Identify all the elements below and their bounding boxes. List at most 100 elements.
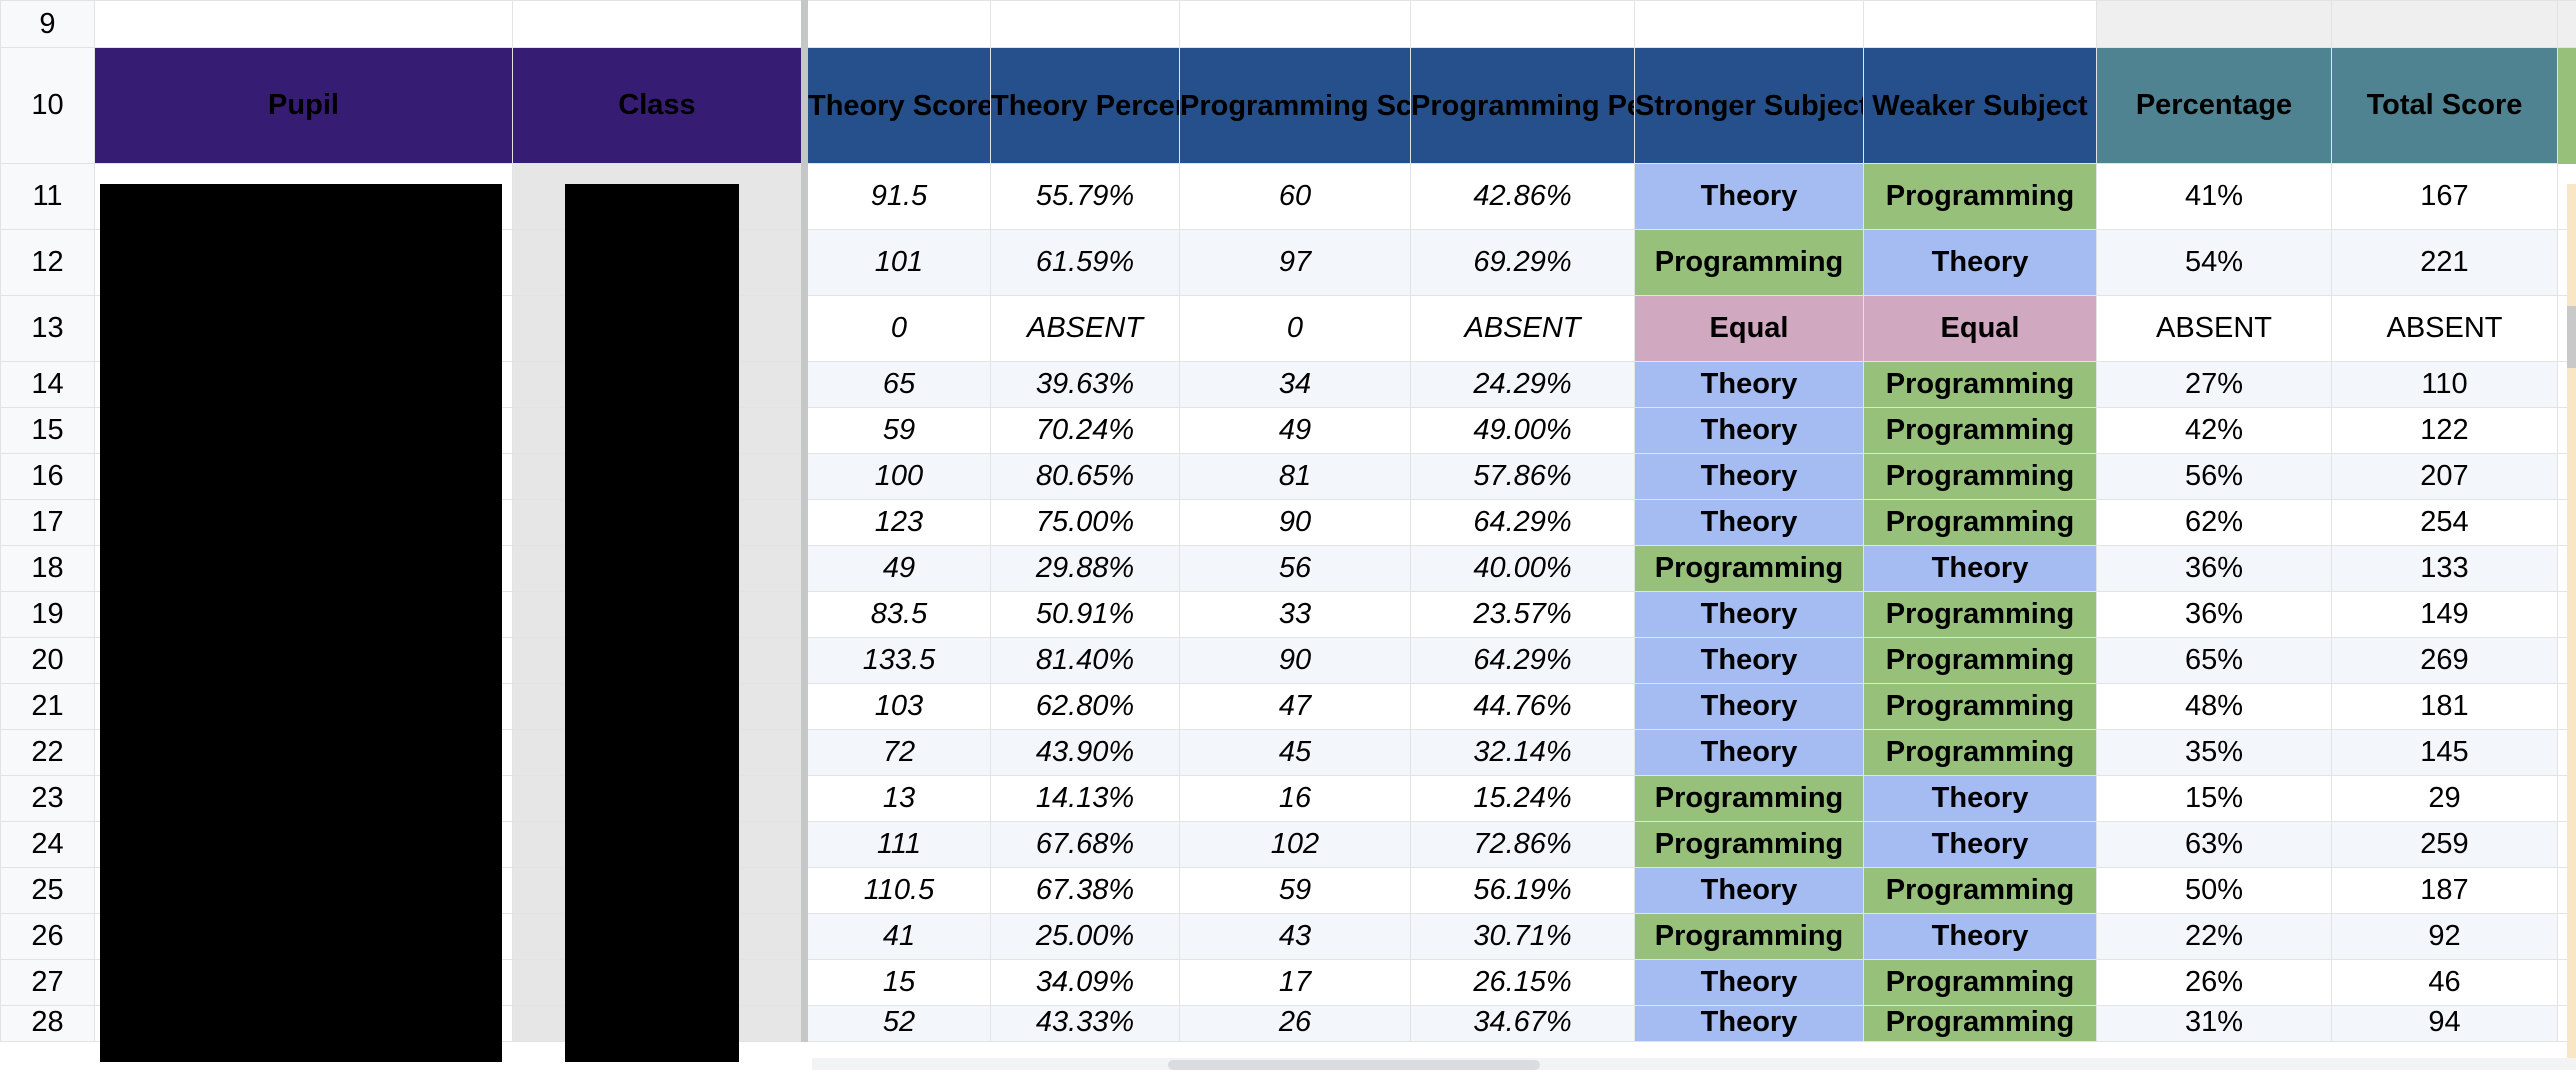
programming-percentage-cell[interactable]: 26.15% — [1410, 959, 1635, 1006]
programming-score-cell[interactable]: 49 — [1179, 407, 1411, 454]
row-number[interactable]: 27 — [0, 959, 95, 1006]
programming-percentage-cell[interactable]: 44.76% — [1410, 683, 1635, 730]
theory-score-cell[interactable]: 100 — [804, 453, 991, 500]
total-score-cell[interactable]: ABSENT — [2331, 295, 2558, 362]
stronger-subject-cell[interactable]: Programming — [1634, 229, 1864, 296]
percentage-cell[interactable]: 63% — [2096, 821, 2332, 868]
stronger-subject-cell[interactable]: Programming — [1634, 913, 1864, 960]
stronger-subject-cell[interactable]: Programming — [1634, 775, 1864, 822]
total-score-cell[interactable]: 145 — [2331, 729, 2558, 776]
programming-percentage-cell[interactable]: 30.71% — [1410, 913, 1635, 960]
total-score-cell[interactable]: 207 — [2331, 453, 2558, 500]
percentage-cell[interactable]: 35% — [2096, 729, 2332, 776]
weaker-subject-cell[interactable]: Equal — [1863, 295, 2097, 362]
offscreen-column-cell[interactable] — [2557, 47, 2576, 164]
theory-percentage-cell[interactable]: ABSENT — [990, 295, 1180, 362]
stronger-subject-cell[interactable]: Theory — [1634, 163, 1864, 230]
total-score-cell[interactable]: 92 — [2331, 913, 2558, 960]
programming-percentage-cell[interactable]: 49.00% — [1410, 407, 1635, 454]
percentage-cell[interactable]: ABSENT — [2096, 295, 2332, 362]
theory-score-cell[interactable]: 101 — [804, 229, 991, 296]
weaker-subject-cell[interactable]: Programming — [1863, 729, 2097, 776]
programming-percentage-cell[interactable]: 64.29% — [1410, 499, 1635, 546]
programming-score-cell[interactable]: 90 — [1179, 637, 1411, 684]
weaker-subject-cell[interactable]: Programming — [1863, 591, 2097, 638]
weaker-subject-cell[interactable]: Theory — [1863, 821, 2097, 868]
weaker-subject-cell[interactable]: Programming — [1863, 1005, 2097, 1042]
programming-percentage-cell[interactable]: 15.24% — [1410, 775, 1635, 822]
weaker-subject-cell[interactable]: Programming — [1863, 499, 2097, 546]
cell[interactable] — [2096, 0, 2332, 48]
row-number[interactable]: 24 — [0, 821, 95, 868]
weaker-subject-cell[interactable]: Programming — [1863, 683, 2097, 730]
cell[interactable] — [804, 0, 991, 48]
weaker-subject-cell[interactable]: Theory — [1863, 775, 2097, 822]
total-score-cell[interactable]: 269 — [2331, 637, 2558, 684]
stronger-subject-cell[interactable]: Programming — [1634, 545, 1864, 592]
row-number[interactable]: 13 — [0, 295, 95, 362]
theory-score-cell[interactable]: 111 — [804, 821, 991, 868]
row-number[interactable]: 16 — [0, 453, 95, 500]
total-score-cell[interactable]: 122 — [2331, 407, 2558, 454]
programming-score-cell[interactable]: 43 — [1179, 913, 1411, 960]
theory-score-cell[interactable]: 65 — [804, 361, 991, 408]
programming-score-cell[interactable]: 90 — [1179, 499, 1411, 546]
percentage-cell[interactable]: 56% — [2096, 453, 2332, 500]
weaker-subject-cell[interactable]: Programming — [1863, 867, 2097, 914]
theory-percentage-cell[interactable]: 70.24% — [990, 407, 1180, 454]
cell[interactable] — [2557, 0, 2576, 48]
programming-score-cell[interactable]: 56 — [1179, 545, 1411, 592]
total-score-cell[interactable]: 110 — [2331, 361, 2558, 408]
row-number[interactable]: 12 — [0, 229, 95, 296]
programming-percentage-header[interactable]: Programming Percentage — [1410, 47, 1635, 164]
percentage-cell[interactable]: 26% — [2096, 959, 2332, 1006]
programming-percentage-cell[interactable]: 72.86% — [1410, 821, 1635, 868]
total-score-cell[interactable]: 149 — [2331, 591, 2558, 638]
row-number[interactable]: 21 — [0, 683, 95, 730]
row-number[interactable]: 11 — [0, 163, 95, 230]
percentage-cell[interactable]: 50% — [2096, 867, 2332, 914]
row-number[interactable]: 17 — [0, 499, 95, 546]
weaker-subject-cell[interactable]: Programming — [1863, 361, 2097, 408]
theory-percentage-cell[interactable]: 25.00% — [990, 913, 1180, 960]
theory-percentage-cell[interactable]: 34.09% — [990, 959, 1180, 1006]
stronger-subject-cell[interactable]: Theory — [1634, 683, 1864, 730]
programming-percentage-cell[interactable]: ABSENT — [1410, 295, 1635, 362]
theory-percentage-cell[interactable]: 80.65% — [990, 453, 1180, 500]
total-score-cell[interactable]: 167 — [2331, 163, 2558, 230]
theory-percentage-cell[interactable]: 43.90% — [990, 729, 1180, 776]
theory-score-cell[interactable]: 0 — [804, 295, 991, 362]
percentage-cell[interactable]: 62% — [2096, 499, 2332, 546]
cell[interactable] — [990, 0, 1180, 48]
programming-score-cell[interactable]: 59 — [1179, 867, 1411, 914]
theory-score-cell[interactable]: 123 — [804, 499, 991, 546]
theory-score-cell[interactable]: 41 — [804, 913, 991, 960]
weaker-subject-cell[interactable]: Programming — [1863, 959, 2097, 1006]
weaker-subject-cell[interactable]: Theory — [1863, 229, 2097, 296]
theory-percentage-header[interactable]: Theory Percentage — [990, 47, 1180, 164]
stronger-subject-cell[interactable]: Theory — [1634, 637, 1864, 684]
theory-score-cell[interactable]: 59 — [804, 407, 991, 454]
theory-percentage-cell[interactable]: 29.88% — [990, 545, 1180, 592]
cell[interactable] — [2331, 0, 2558, 48]
weaker-subject-cell[interactable]: Programming — [1863, 407, 2097, 454]
percentage-header[interactable]: Percentage — [2096, 47, 2332, 164]
theory-percentage-cell[interactable]: 67.38% — [990, 867, 1180, 914]
theory-percentage-cell[interactable]: 62.80% — [990, 683, 1180, 730]
theory-percentage-cell[interactable]: 43.33% — [990, 1005, 1180, 1042]
theory-score-cell[interactable]: 83.5 — [804, 591, 991, 638]
row-number[interactable]: 19 — [0, 591, 95, 638]
cell[interactable] — [1634, 0, 1864, 48]
theory-score-cell[interactable]: 49 — [804, 545, 991, 592]
total-score-cell[interactable]: 254 — [2331, 499, 2558, 546]
programming-score-cell[interactable]: 16 — [1179, 775, 1411, 822]
percentage-cell[interactable]: 15% — [2096, 775, 2332, 822]
programming-percentage-cell[interactable]: 64.29% — [1410, 637, 1635, 684]
stronger-subject-cell[interactable]: Theory — [1634, 499, 1864, 546]
class-header[interactable]: Class — [512, 47, 808, 164]
weaker-subject-cell[interactable]: Theory — [1863, 913, 2097, 960]
programming-percentage-cell[interactable]: 24.29% — [1410, 361, 1635, 408]
stronger-subject-cell[interactable]: Theory — [1634, 591, 1864, 638]
programming-score-cell[interactable]: 47 — [1179, 683, 1411, 730]
row-number[interactable]: 14 — [0, 361, 95, 408]
